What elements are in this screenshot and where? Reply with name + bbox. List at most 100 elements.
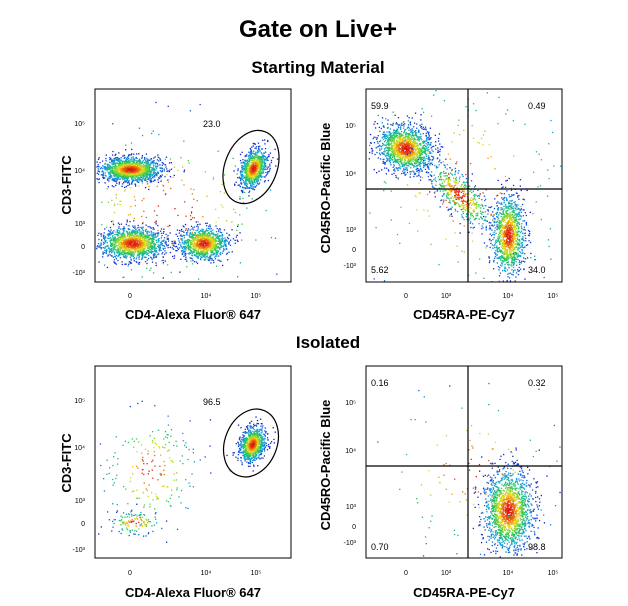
event-dot bbox=[115, 194, 117, 196]
event-dot bbox=[187, 238, 190, 241]
event-dot bbox=[109, 249, 111, 251]
event-dot bbox=[149, 226, 151, 228]
event-dot bbox=[100, 166, 102, 169]
event-dot bbox=[244, 167, 246, 169]
event-dot bbox=[139, 174, 141, 176]
event-dot bbox=[145, 240, 147, 243]
event-dot bbox=[264, 166, 266, 168]
event-dot bbox=[111, 160, 113, 162]
event-dot bbox=[197, 245, 200, 247]
event-dot bbox=[239, 196, 241, 198]
event-dot bbox=[125, 249, 127, 251]
event-dot bbox=[392, 152, 394, 155]
event-dot bbox=[150, 230, 152, 232]
event-dot bbox=[148, 245, 150, 247]
event-dot bbox=[116, 249, 118, 251]
event-dot bbox=[185, 245, 187, 247]
event-dot bbox=[214, 248, 217, 250]
event-dot bbox=[162, 251, 164, 254]
event-dot bbox=[150, 161, 152, 164]
event-dot bbox=[130, 251, 133, 253]
event-dot bbox=[124, 253, 126, 255]
event-dot bbox=[102, 177, 105, 180]
event-dot bbox=[264, 180, 266, 182]
event-dot bbox=[156, 214, 158, 217]
event-dot bbox=[99, 168, 102, 170]
event-dot bbox=[135, 164, 137, 166]
event-dot bbox=[252, 168, 254, 170]
event-dot bbox=[140, 170, 142, 173]
event-dot bbox=[117, 172, 119, 174]
event-dot bbox=[152, 246, 154, 248]
event-dot bbox=[126, 162, 128, 164]
event-dot bbox=[128, 165, 130, 168]
event-dot bbox=[135, 166, 137, 168]
event-dot bbox=[146, 167, 148, 169]
event-dot bbox=[249, 147, 251, 150]
event-dot bbox=[121, 244, 123, 246]
event-dot bbox=[203, 232, 205, 234]
event-dot bbox=[188, 235, 190, 237]
event-dot bbox=[106, 188, 108, 190]
event-dot bbox=[159, 245, 161, 248]
event-dot bbox=[240, 170, 242, 172]
event-dot bbox=[104, 239, 106, 242]
event-dot bbox=[111, 166, 113, 168]
event-dot bbox=[146, 232, 148, 234]
event-dot bbox=[146, 249, 148, 251]
event-dot bbox=[181, 235, 184, 237]
event-dot bbox=[126, 254, 128, 256]
event-dot bbox=[175, 233, 177, 235]
event-dot bbox=[207, 236, 209, 238]
event-dot bbox=[114, 243, 117, 245]
event-dot bbox=[105, 168, 107, 170]
event-dot bbox=[259, 145, 261, 147]
event-dot bbox=[122, 155, 124, 157]
event-dot bbox=[196, 256, 198, 258]
event-dot bbox=[263, 169, 265, 171]
event-dot bbox=[254, 186, 256, 188]
event-dot bbox=[251, 164, 253, 166]
event-dot bbox=[137, 252, 139, 254]
event-dot bbox=[133, 250, 135, 252]
event-dot bbox=[203, 248, 205, 250]
event-dot bbox=[144, 237, 146, 239]
event-dot bbox=[256, 156, 258, 158]
event-dot bbox=[197, 239, 199, 241]
event-dot bbox=[249, 156, 252, 158]
event-dot bbox=[243, 182, 245, 184]
event-dot bbox=[161, 240, 164, 242]
event-dot bbox=[195, 240, 198, 242]
event-dot bbox=[202, 239, 204, 242]
event-dot bbox=[156, 163, 159, 165]
event-dot bbox=[129, 252, 131, 255]
event-dot bbox=[122, 250, 125, 252]
event-dot bbox=[244, 155, 246, 158]
event-dot bbox=[109, 177, 111, 179]
event-dot bbox=[115, 162, 117, 164]
event-dot bbox=[237, 276, 239, 278]
event-dot bbox=[257, 161, 259, 163]
event-dot bbox=[253, 152, 255, 155]
event-dot bbox=[131, 233, 133, 235]
event-dot bbox=[121, 185, 123, 188]
event-dot bbox=[130, 154, 132, 156]
event-dot bbox=[153, 238, 155, 240]
event-dot bbox=[199, 239, 201, 241]
event-dot bbox=[169, 158, 172, 160]
event-dot bbox=[248, 157, 251, 159]
event-dot bbox=[153, 171, 155, 173]
event-dot bbox=[119, 237, 122, 239]
event-dot bbox=[224, 240, 226, 242]
event-dot bbox=[130, 167, 132, 170]
event-dot bbox=[148, 238, 150, 241]
event-dot bbox=[254, 169, 256, 171]
event-dot bbox=[184, 248, 187, 251]
event-dot bbox=[216, 255, 218, 257]
event-dot bbox=[130, 231, 132, 233]
section-title-isolated: Isolated bbox=[296, 333, 360, 352]
event-dot bbox=[116, 172, 118, 174]
event-dot bbox=[127, 182, 129, 184]
event-dot bbox=[250, 149, 252, 152]
event-dot bbox=[133, 243, 135, 246]
